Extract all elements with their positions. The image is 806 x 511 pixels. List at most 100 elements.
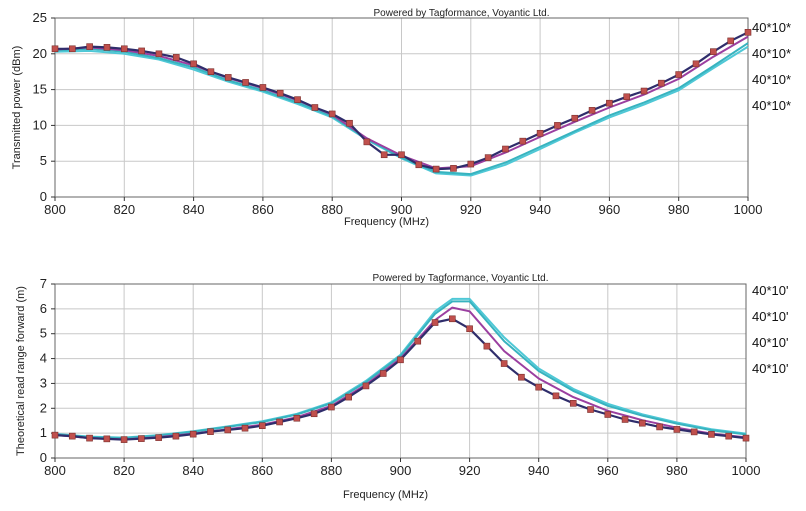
data-point-marker [466, 325, 473, 333]
data-point-marker [224, 74, 232, 81]
data-point-marker [483, 342, 491, 350]
data-point-marker [690, 428, 698, 436]
y-tick-label: 15 [33, 82, 47, 97]
data-point-marker [103, 435, 111, 443]
y-tick-label: 0 [40, 450, 47, 465]
data-point-marker [138, 47, 145, 55]
legend-entry-4: 40*10' [752, 361, 788, 376]
x-tick-label: 900 [390, 463, 412, 478]
data-point-marker [725, 432, 733, 440]
x-tick-label: 900 [391, 202, 413, 217]
y-tick-label: 1 [40, 425, 47, 440]
data-point-marker [675, 71, 683, 78]
data-point-marker [207, 68, 215, 75]
data-point-marker [328, 403, 335, 411]
data-point-marker [500, 360, 508, 367]
x-tick-label: 940 [528, 463, 550, 478]
data-point-marker [519, 137, 527, 145]
data-point-marker [120, 436, 128, 443]
data-point-marker [658, 79, 665, 87]
data-point-marker [623, 93, 631, 101]
y-tick-label: 20 [33, 46, 47, 61]
data-point-marker [692, 60, 700, 68]
data-point-marker [432, 165, 440, 173]
x-tick-label: 960 [597, 463, 619, 478]
y-tick-label: 2 [40, 400, 47, 415]
data-point-marker [207, 428, 214, 435]
data-point-marker [86, 434, 93, 442]
data-point-marker [708, 431, 715, 438]
data-point-marker [69, 45, 76, 53]
data-point-marker [172, 432, 180, 440]
x-tick-label: 840 [183, 202, 205, 217]
data-point-marker [536, 129, 544, 137]
data-point-marker [414, 337, 422, 345]
data-point-marker [656, 423, 663, 431]
legend-entry-2: 40*10* [752, 46, 791, 61]
data-point-marker [121, 45, 128, 53]
y-tick-label: 6 [40, 301, 47, 316]
x-tick-label: 980 [666, 463, 688, 478]
data-point-marker [397, 356, 404, 364]
x-axis-label: Frequency (MHz) [344, 216, 429, 228]
data-point-marker [554, 122, 561, 129]
y-tick-label: 7 [40, 276, 47, 291]
data-point-marker [467, 160, 475, 168]
y-tick-label: 5 [40, 153, 47, 168]
x-tick-label: 980 [668, 202, 690, 217]
data-point-marker [431, 319, 439, 326]
data-point-marker [294, 96, 301, 103]
chart-credit: Powered by Tagformance, Voyantic Ltd. [373, 8, 549, 19]
data-point-marker [276, 418, 283, 426]
data-point-marker [587, 406, 594, 413]
x-tick-label: 840 [182, 463, 204, 478]
data-point-marker [588, 107, 596, 114]
x-tick-label: 940 [529, 202, 551, 217]
data-point-marker [51, 431, 59, 439]
data-point-marker [68, 432, 76, 440]
x-tick-label: 800 [44, 463, 66, 478]
data-point-marker [310, 410, 318, 418]
data-point-marker [621, 416, 629, 423]
legend-entry-3: 40*10* [752, 72, 791, 87]
data-point-marker [345, 393, 352, 401]
data-point-marker [552, 392, 560, 400]
y-tick-label: 0 [40, 189, 47, 204]
data-point-marker [155, 50, 163, 58]
data-point-marker [379, 370, 387, 377]
data-point-marker [155, 434, 162, 441]
data-point-marker [86, 43, 93, 50]
legend-entry-1: 40*10' [752, 283, 788, 298]
data-point-marker [640, 87, 648, 95]
legend-entry-4: 40*10* [752, 98, 791, 113]
x-tick-label: 920 [460, 202, 482, 217]
data-point-marker [450, 165, 457, 172]
x-tick-label: 820 [113, 202, 135, 217]
legend-entry-3: 40*10' [752, 335, 788, 350]
data-point-marker [380, 151, 388, 159]
data-point-marker [293, 414, 301, 422]
data-point-marker [190, 60, 197, 68]
x-axis-label: Frequency (MHz) [343, 489, 428, 501]
data-point-marker [103, 44, 111, 51]
data-point-marker [398, 151, 405, 159]
data-point-marker [172, 54, 180, 61]
data-point-marker [727, 37, 734, 45]
x-tick-label: 1000 [734, 202, 763, 217]
x-tick-label: 800 [44, 202, 66, 217]
x-tick-label: 860 [252, 202, 274, 217]
data-point-marker [535, 383, 543, 391]
data-point-marker [569, 400, 577, 407]
data-point-marker [673, 426, 681, 433]
chart-panel-1: 800 820 840 860 880 900 920 940 960 980 1000 0 5 10 15… [11, 8, 791, 228]
data-point-marker [484, 154, 492, 161]
y-tick-label: 5 [40, 326, 47, 341]
x-tick-label: 920 [459, 463, 481, 478]
chart-panel-2: 800 820 840 860 880 900 920 940 960 980 1000 0 1 2 3 4 5… [15, 273, 788, 501]
data-point-marker [138, 435, 145, 442]
data-point-marker [242, 79, 249, 86]
data-point-marker [502, 145, 509, 153]
x-tick-label: 960 [599, 202, 621, 217]
